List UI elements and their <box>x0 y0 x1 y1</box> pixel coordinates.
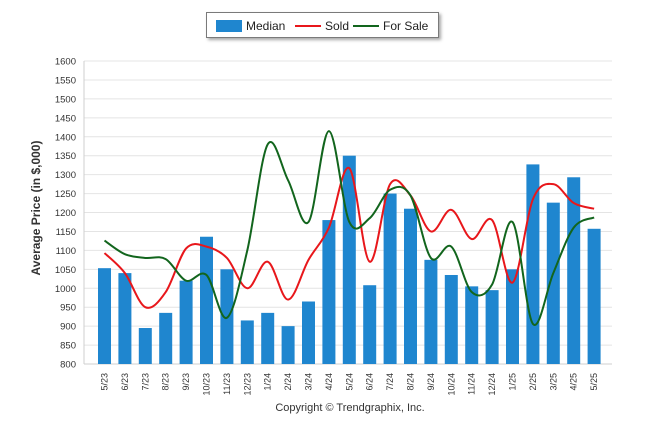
median-bar <box>546 202 560 364</box>
median-bar <box>98 268 111 364</box>
x-tick-label: 5/23 <box>100 373 110 391</box>
median-bar <box>485 290 499 364</box>
median-bar <box>281 326 295 364</box>
x-tick-label: 8/23 <box>161 373 171 391</box>
x-tick-label: 6/24 <box>365 373 375 391</box>
y-tick-label: 1050 <box>55 265 76 276</box>
median-bar <box>465 286 479 364</box>
x-tick-label: 4/24 <box>324 373 334 391</box>
x-tick-label: 2/24 <box>283 373 293 391</box>
median-bar <box>526 164 540 364</box>
legend-label-median: Median <box>246 19 286 33</box>
x-tick-label: 11/23 <box>222 373 232 395</box>
x-axis-ticks: 5/23 6/23 7/23 8/23 9/23 10/23 11/23 12/23 1/24 2… <box>100 373 600 396</box>
median-bar <box>587 228 601 364</box>
sold-line <box>103 167 595 309</box>
y-tick-label: 1600 <box>55 57 76 68</box>
median-bars <box>98 155 601 364</box>
y-tick-label: 850 <box>60 341 76 352</box>
y-tick-label: 1100 <box>56 246 76 257</box>
x-tick-label: 12/23 <box>242 373 252 396</box>
y-axis-ticks: 800 850 900 950 1000 1050 1100 1150 1200 1250 1300… <box>55 57 76 371</box>
median-bar <box>138 328 152 364</box>
x-tick-label: 8/24 <box>406 373 416 391</box>
y-tick-label: 1500 <box>55 94 76 105</box>
legend-label-for-sale: For Sale <box>383 19 429 33</box>
x-tick-label: 12/24 <box>487 373 497 396</box>
median-bar <box>179 280 193 364</box>
y-tick-label: 1250 <box>55 189 76 200</box>
x-tick-label: 3/25 <box>548 373 558 391</box>
x-tick-label: 3/24 <box>304 373 314 391</box>
x-tick-label: 5/25 <box>589 373 599 391</box>
median-bar <box>322 220 336 364</box>
x-tick-label: 2/25 <box>528 373 538 391</box>
x-tick-label: 9/23 <box>181 373 191 391</box>
median-bar <box>159 312 173 364</box>
legend-swatch-for-sale <box>353 25 379 27</box>
median-bar <box>444 274 458 364</box>
median-bar <box>404 208 417 364</box>
y-tick-label: 1400 <box>55 132 76 143</box>
legend-swatch-sold <box>295 25 321 27</box>
y-tick-label: 900 <box>60 322 76 333</box>
x-tick-label: 11/24 <box>467 373 477 395</box>
median-bar <box>506 269 519 364</box>
y-tick-label: 1300 <box>55 170 76 181</box>
median-bar <box>118 273 132 364</box>
chart-legend: Median Sold For Sale <box>206 12 439 38</box>
median-bar <box>424 259 438 364</box>
median-bar <box>302 301 315 364</box>
x-tick-label: 9/24 <box>426 373 436 391</box>
x-tick-label: 10/24 <box>446 373 456 396</box>
median-bar <box>200 236 213 364</box>
legend-swatch-median <box>216 20 242 32</box>
y-tick-label: 1000 <box>55 284 76 295</box>
y-tick-label: 950 <box>60 303 76 314</box>
for-sale-line <box>103 130 595 326</box>
y-axis-label: Average Price (in $,000) <box>29 140 43 276</box>
median-bar <box>261 312 275 364</box>
x-tick-label: 7/24 <box>385 373 395 391</box>
y-tick-label: 1450 <box>55 113 76 124</box>
y-tick-label: 1200 <box>55 208 76 219</box>
x-tick-label: 1/24 <box>263 373 273 391</box>
y-tick-label: 1550 <box>55 75 76 86</box>
y-tick-label: 1350 <box>55 151 76 162</box>
y-tick-label: 800 <box>60 360 76 371</box>
x-tick-label: 7/23 <box>140 373 150 391</box>
median-bar <box>383 193 397 364</box>
x-tick-label: 5/24 <box>344 373 354 391</box>
x-tick-label: 1/25 <box>508 373 518 391</box>
x-tick-label: 6/23 <box>120 373 130 391</box>
median-bar <box>240 320 254 364</box>
median-bar <box>363 285 377 364</box>
copyright-text: Copyright © Trendgraphix, Inc. <box>275 402 425 414</box>
x-tick-label: 4/25 <box>569 373 579 391</box>
legend-label-sold: Sold <box>325 19 350 33</box>
x-tick-label: 10/23 <box>202 373 212 396</box>
y-tick-label: 1150 <box>56 227 76 238</box>
